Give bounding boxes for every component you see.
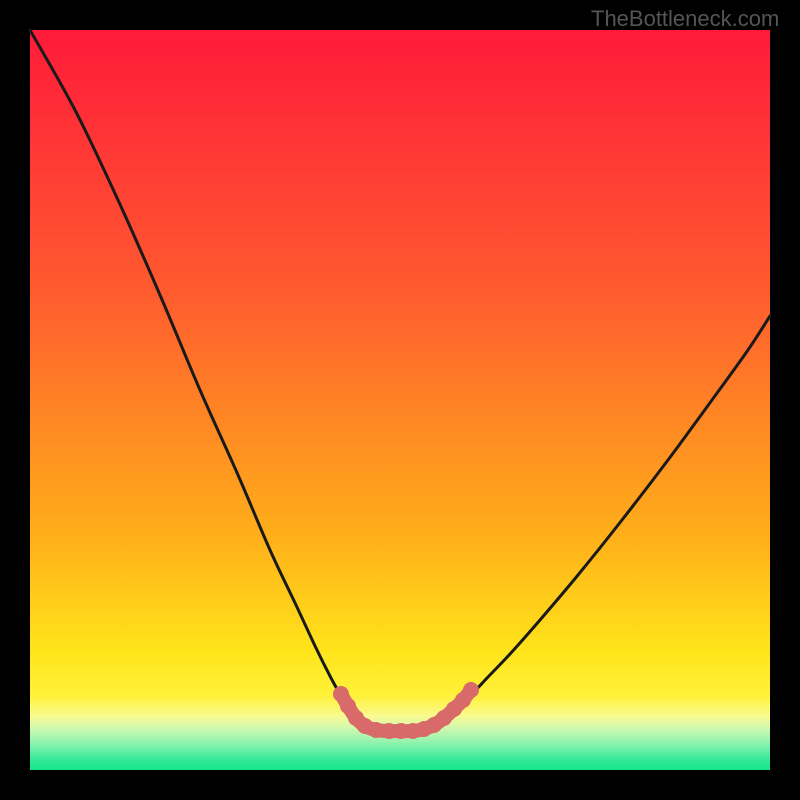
left-curve: [30, 30, 353, 713]
curve-overlay: [0, 0, 800, 800]
highlight-dots: [333, 682, 479, 739]
watermark-text: TheBottleneck.com: [591, 6, 779, 32]
chart-stage: TheBottleneck.com: [0, 0, 800, 800]
highlight-dot: [463, 682, 479, 698]
right-curve: [451, 316, 770, 713]
